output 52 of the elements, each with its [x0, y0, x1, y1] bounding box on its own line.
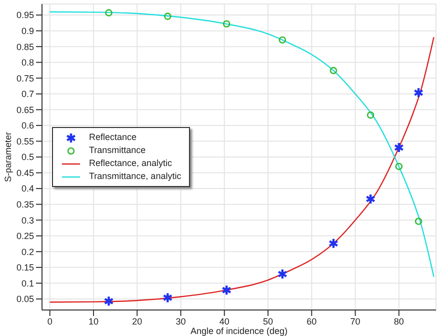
y-tick-label: 0.3	[21, 215, 34, 226]
x-tick-label: 60	[306, 316, 317, 326]
point	[366, 193, 376, 205]
y-tick-label: 0.7	[21, 89, 34, 100]
legend-label: Transmittance, analytic	[89, 170, 182, 183]
x-tick-label: 10	[88, 316, 98, 326]
point	[164, 12, 172, 20]
y-tick-label: 0.05	[16, 294, 34, 304]
y-tick-label: 0.15	[16, 262, 34, 273]
x-tick-label: 50	[263, 316, 274, 326]
y-tick-label: 0.8	[21, 58, 34, 68]
y-tick-label: 0.55	[16, 136, 34, 146]
x-tick-label: 0	[47, 316, 52, 326]
point	[105, 9, 112, 16]
y-tick-label: 0.2	[21, 246, 34, 257]
y-tick-label: 0.6	[21, 120, 34, 131]
point	[330, 66, 338, 74]
x-tick-label: 20	[132, 316, 142, 326]
point	[394, 142, 404, 154]
y-tick-label: 0.85	[16, 42, 34, 52]
y-tick-label: 0.35	[16, 200, 34, 210]
y-tick-label: 0.4	[21, 184, 34, 194]
point	[277, 268, 288, 280]
point	[366, 111, 374, 119]
y-tick-label: 0.5	[21, 152, 34, 162]
y-tick-label: 0.25	[16, 231, 34, 242]
x-tick-label: 30	[176, 316, 186, 326]
y-tick-label: 0.45	[16, 168, 34, 178]
point	[278, 36, 286, 44]
x-tick-label: 80	[394, 316, 404, 326]
point	[414, 218, 422, 226]
y-tick-label: 0.75	[16, 73, 34, 84]
line-series	[49, 36, 434, 303]
line-series	[49, 11, 434, 278]
y-tick-label: 0.1	[21, 278, 34, 288]
point	[395, 162, 403, 170]
legend-label: Reflectance, analytic	[89, 157, 172, 170]
point	[414, 87, 424, 98]
x-axis-title: Angle of incidence (deg)	[190, 326, 288, 336]
point	[162, 292, 173, 304]
point	[104, 296, 114, 307]
y-tick-label: 0.9	[21, 26, 34, 36]
x-tick-label: 40	[219, 316, 230, 326]
point	[328, 238, 338, 250]
y-tick-label: 0.65	[16, 104, 34, 115]
point	[222, 20, 230, 28]
y-tick-label: 0.95	[16, 10, 34, 20]
legend-label: Transmittance	[89, 144, 146, 157]
point	[222, 284, 232, 296]
x-tick-label: 70	[350, 316, 360, 326]
legend-label: Reflectance	[89, 131, 137, 144]
y-axis-title: S-parameter	[3, 132, 14, 182]
